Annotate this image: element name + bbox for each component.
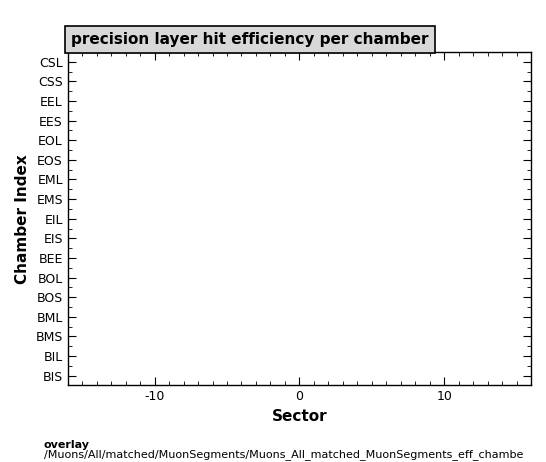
Text: overlay: overlay — [44, 440, 90, 450]
Text: /Muons/All/matched/MuonSegments/Muons_All_matched_MuonSegments_eff_chambe: /Muons/All/matched/MuonSegments/Muons_Al… — [44, 449, 523, 460]
X-axis label: Sector: Sector — [271, 409, 327, 424]
Y-axis label: Chamber Index: Chamber Index — [15, 154, 30, 284]
Text: precision layer hit efficiency per chamber: precision layer hit efficiency per chamb… — [71, 32, 429, 47]
